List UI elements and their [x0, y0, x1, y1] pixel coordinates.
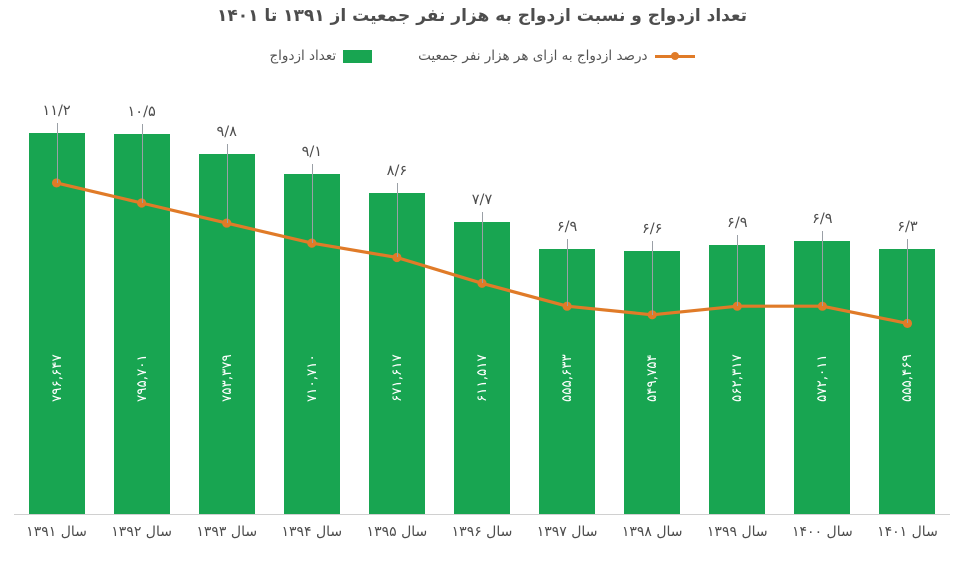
label-leader-line: [567, 238, 569, 307]
x-axis-label-5: سال ۱۳۹۵: [366, 524, 428, 540]
label-leader-line: [737, 235, 739, 307]
label-leader-line: [482, 211, 483, 284]
point-value-label: ۱۰/۵: [127, 103, 156, 120]
x-axis-label-10: سال ۱۴۰۰: [792, 524, 853, 540]
x-axis-label-2: سال ۱۳۹۲: [111, 524, 172, 540]
x-axis-label-6: سال ۱۳۹۶: [451, 524, 513, 540]
point-labels-layer: ۱۱/۲ ۱۰/۵ ۹/۸ ۹/۱ ۸/۶ ۷/۷ ۶/۹ ۶/۶ ۶/۹ ۶/۹ ۶/۳: [14, 84, 950, 514]
plot-area: ۷۹۶,۶۴۷ ۷۹۵,۷۰۱ ۷۵۳,۳۷۹ ۷۱۰,۷۱۰ ۶۷۱,۶۱۷ ۶۱۱,۵…: [14, 84, 950, 514]
point-value-label: ۹/۱: [301, 144, 323, 161]
point-value-label: ۶/۹: [556, 218, 578, 235]
x-axis-label-11: سال ۱۴۰۱: [877, 524, 938, 540]
legend-label-line: درصد ازدواج به ازای هر هزار نفر جمعیت: [418, 48, 648, 64]
label-leader-line: [396, 183, 398, 258]
x-axis-labels: سال ۱۳۹۱ سال ۱۳۹۲ سال ۱۳۹۳ سال ۱۳۹۴ سال ۱۳۹۵…: [14, 518, 950, 567]
x-axis-line: [14, 514, 950, 515]
point-value-label: ۶/۶: [641, 221, 663, 238]
x-axis-label-3: سال ۱۳۹۳: [196, 524, 258, 540]
x-axis-label-9: سال ۱۳۹۹: [706, 524, 768, 540]
label-leader-line: [652, 241, 654, 315]
label-leader-line: [226, 144, 228, 224]
x-axis-label-1: سال ۱۳۹۱: [26, 524, 87, 540]
point-value-label: ۶/۹: [727, 215, 748, 232]
point-value-label: ۸/۶: [386, 163, 408, 180]
chart-title: تعداد ازدواج و نسبت ازدواج به هزار نفر ج…: [217, 6, 747, 26]
label-leader-line: [907, 238, 909, 324]
x-axis-label-4: سال ۱۳۹۴: [281, 524, 343, 540]
point-value-label: ۶/۹: [812, 210, 833, 227]
point-value-label: ۹/۸: [216, 124, 237, 141]
x-axis-label-8: سال ۱۳۹۸: [621, 524, 683, 540]
legend-item-line[interactable]: درصد ازدواج به ازای هر هزار نفر جمعیت: [418, 48, 695, 64]
x-axis-label-7: سال ۱۳۹۷: [536, 524, 598, 540]
point-value-label: ۱۱/۲: [42, 103, 71, 120]
label-leader-line: [822, 230, 824, 307]
legend-label-bar: تعداد ازدواج: [269, 48, 337, 64]
legend-item-bar[interactable]: تعداد ازدواج: [269, 48, 373, 64]
chart-legend: درصد ازدواج به ازای هر هزار نفر جمعیت تع…: [0, 48, 964, 64]
bar-swatch-icon: [343, 49, 373, 63]
point-value-label: ۶/۳: [897, 218, 918, 235]
line-marker-icon: [654, 50, 695, 63]
label-leader-line: [311, 164, 313, 244]
label-leader-line: [141, 123, 143, 203]
point-value-label: ۷/۷: [471, 191, 493, 208]
label-leader-line: [56, 123, 58, 183]
